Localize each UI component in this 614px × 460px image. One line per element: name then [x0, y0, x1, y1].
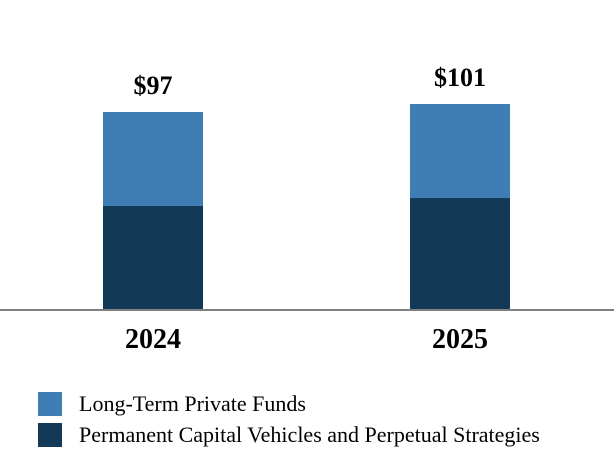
legend-swatch-long-term-private-funds [38, 392, 62, 416]
bar-total-label-2024: $97 [133, 71, 173, 100]
bar-2025: $101 [410, 65, 510, 310]
legend-item-permanent-capital-vehicles: Permanent Capital Vehicles and Perpetual… [38, 423, 540, 447]
bar-total-label-2025: $101 [434, 63, 486, 92]
x-axis-line [0, 309, 614, 311]
bar-2024: $97 [103, 73, 203, 310]
legend-swatch-permanent-capital-vehicles [38, 423, 62, 447]
bar-segment-2024-permanent-capital-vehicles [103, 206, 203, 310]
x-axis-label-2024: 2024 [125, 324, 181, 355]
bar-segment-2025-permanent-capital-vehicles [410, 198, 510, 310]
bar-segment-2025-long-term-private-funds [410, 104, 510, 198]
legend-label-long-term-private-funds: Long-Term Private Funds [79, 391, 306, 416]
legend-label-permanent-capital-vehicles: Permanent Capital Vehicles and Perpetual… [79, 422, 540, 447]
bar-segment-2024-long-term-private-funds [103, 112, 203, 206]
x-axis-label-2025: 2025 [432, 324, 488, 355]
plot-area: $97 $101 [0, 65, 614, 311]
legend: Long-Term Private Funds Permanent Capita… [38, 392, 540, 447]
legend-item-long-term-private-funds: Long-Term Private Funds [38, 392, 540, 416]
